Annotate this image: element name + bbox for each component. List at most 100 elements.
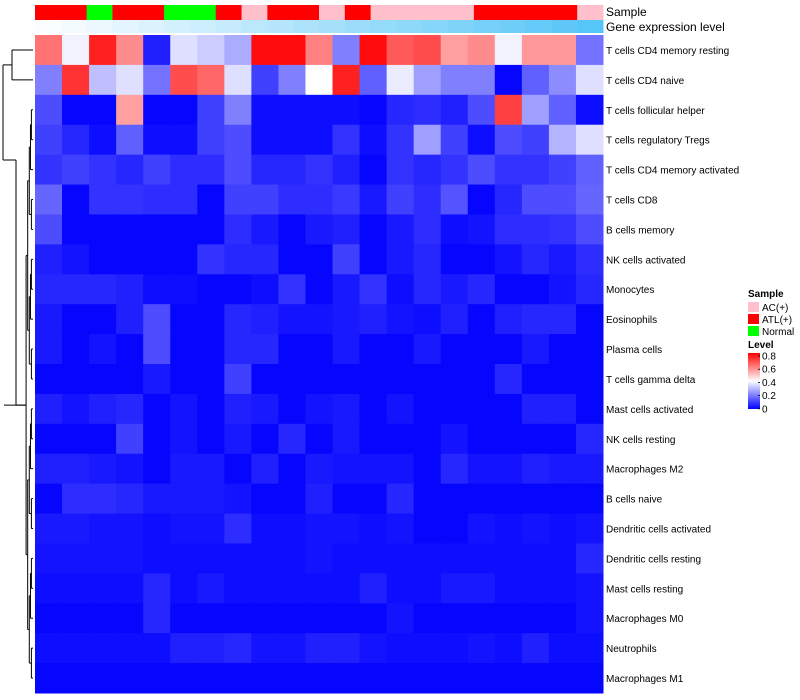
heatmap-cell bbox=[197, 35, 225, 66]
heatmap-cell bbox=[467, 94, 496, 126]
heatmap-cell bbox=[278, 154, 306, 186]
heatmap-cell bbox=[305, 244, 334, 275]
heatmap-cell bbox=[413, 513, 442, 544]
heatmap-cell bbox=[224, 64, 252, 96]
heatmap-cell bbox=[197, 633, 225, 664]
heatmap-cell bbox=[170, 64, 198, 96]
expression-annotation-cell bbox=[164, 20, 191, 33]
heatmap-cell bbox=[305, 603, 334, 634]
heatmap-cell bbox=[440, 603, 469, 634]
heatmap-cell bbox=[89, 94, 117, 126]
heatmap-cell bbox=[116, 214, 144, 245]
heatmap-cell bbox=[89, 573, 117, 604]
heatmap-cell bbox=[62, 513, 90, 544]
heatmap-cell bbox=[413, 124, 442, 156]
heatmap-cell bbox=[170, 35, 198, 66]
heatmap-cell bbox=[467, 663, 496, 694]
heatmap-cell bbox=[359, 573, 388, 604]
heatmap-cell bbox=[197, 274, 225, 305]
heatmap-cell bbox=[116, 94, 144, 126]
heatmap-cell bbox=[278, 393, 306, 425]
heatmap-cell bbox=[413, 214, 442, 245]
heatmap-cell bbox=[305, 573, 334, 604]
heatmap-cell bbox=[170, 184, 198, 215]
heatmap-cell bbox=[440, 334, 469, 365]
heatmap-cell bbox=[359, 543, 388, 574]
heatmap-cell bbox=[197, 244, 225, 275]
heatmap-cell bbox=[116, 64, 144, 96]
heatmap-cell bbox=[440, 124, 469, 156]
heatmap-cell bbox=[359, 334, 388, 365]
heatmap-cell bbox=[170, 214, 198, 245]
heatmap-cell bbox=[332, 423, 361, 455]
expression-annotation-cell bbox=[473, 20, 501, 33]
heatmap-cell bbox=[35, 573, 63, 604]
heatmap-cell bbox=[494, 334, 523, 365]
row-dendrogram bbox=[2, 49, 33, 679]
row-label: T cells CD4 naive bbox=[606, 76, 685, 87]
heatmap-cell bbox=[548, 393, 577, 425]
expression-annotation-cell bbox=[112, 20, 139, 33]
legend-level-title: Level bbox=[748, 340, 774, 351]
heatmap-cell bbox=[386, 573, 415, 604]
heatmap-cell bbox=[143, 633, 171, 664]
heatmap-cell bbox=[143, 364, 171, 395]
expression-annotation-cell bbox=[448, 20, 475, 33]
sample-annotation-cell bbox=[499, 5, 527, 20]
heatmap-cell bbox=[575, 364, 604, 395]
heatmap-cell bbox=[197, 423, 225, 455]
expression-annotation-cell bbox=[86, 20, 113, 33]
heatmap-cell bbox=[251, 154, 279, 186]
heatmap-cell bbox=[62, 214, 90, 245]
heatmap-cell bbox=[494, 513, 523, 544]
heatmap-cell bbox=[413, 543, 442, 574]
sample-annotation-cell bbox=[189, 5, 217, 20]
heatmap-cell bbox=[440, 214, 469, 245]
row-label: Neutrophils bbox=[606, 644, 657, 655]
heatmap-cell bbox=[494, 573, 523, 604]
legend-level-ticks: 0.8 0.6 0.4 0.2 0 bbox=[758, 352, 776, 415]
heatmap-cell bbox=[575, 124, 604, 156]
heatmap-cell bbox=[386, 124, 415, 156]
heatmap-cell bbox=[35, 94, 63, 126]
legend-swatch bbox=[748, 302, 759, 312]
heatmap-cell bbox=[386, 334, 415, 365]
heatmap-cells bbox=[35, 35, 604, 694]
expression-annotation-cell bbox=[499, 20, 527, 33]
heatmap-cell bbox=[332, 633, 361, 664]
row-label: Dendritic cells activated bbox=[606, 525, 711, 536]
heatmap-cell bbox=[332, 35, 361, 66]
heatmap-cell bbox=[62, 633, 90, 664]
heatmap-cell bbox=[305, 154, 334, 186]
heatmap-cell bbox=[251, 304, 279, 335]
heatmap-cell bbox=[575, 154, 604, 186]
heatmap-cell bbox=[332, 304, 361, 335]
heatmap-cell bbox=[278, 513, 306, 544]
heatmap-cell bbox=[143, 124, 171, 156]
heatmap-cell bbox=[413, 94, 442, 126]
heatmap-cell bbox=[89, 124, 117, 156]
heatmap-cell bbox=[575, 64, 604, 96]
heatmap-cell bbox=[521, 304, 550, 335]
heatmap-cell bbox=[305, 94, 334, 126]
heatmap-cell bbox=[494, 244, 523, 275]
heatmap-cell bbox=[251, 35, 279, 66]
heatmap-cell bbox=[62, 483, 90, 515]
heatmap-cell bbox=[359, 603, 388, 634]
heatmap-cell bbox=[521, 663, 550, 694]
heatmap-cell bbox=[143, 154, 171, 186]
heatmap-cell bbox=[89, 513, 117, 544]
heatmap-cell bbox=[386, 154, 415, 186]
heatmap-cell bbox=[62, 334, 90, 365]
heatmap-cell bbox=[35, 274, 63, 305]
row-label: T cells CD4 memory activated bbox=[606, 166, 739, 177]
heatmap-cell bbox=[548, 453, 577, 485]
heatmap-cell bbox=[62, 453, 90, 485]
legend-swatch bbox=[748, 326, 759, 336]
heatmap-cell bbox=[89, 423, 117, 455]
heatmap-cell bbox=[224, 513, 252, 544]
heatmap-cell bbox=[197, 184, 225, 215]
heatmap-cell bbox=[170, 334, 198, 365]
row-label: Mast cells activated bbox=[606, 405, 693, 416]
heatmap-cell bbox=[170, 244, 198, 275]
